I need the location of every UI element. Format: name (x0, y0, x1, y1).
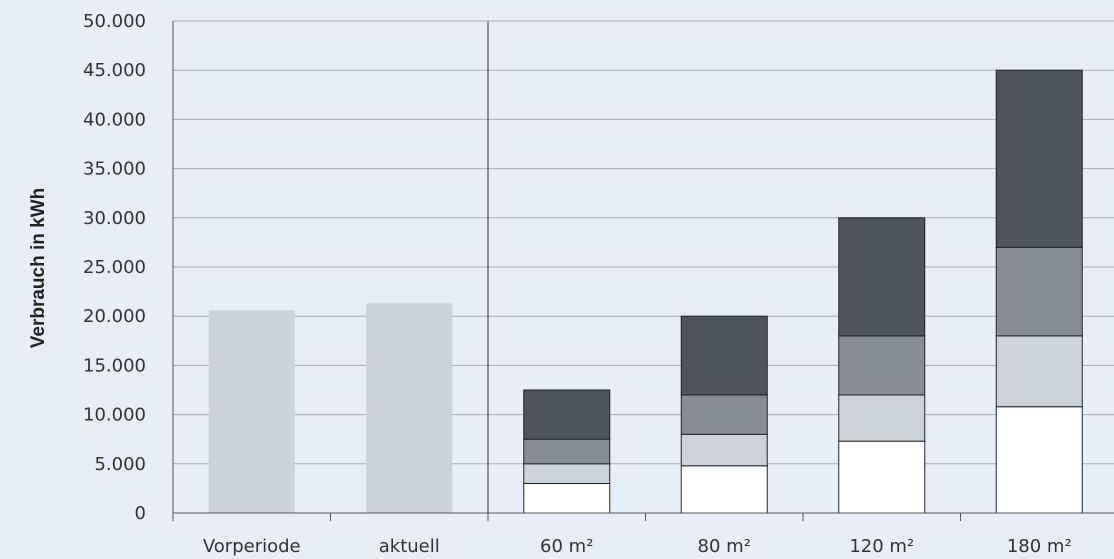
y-tick-label: 40.000 (83, 109, 146, 130)
x-tick-label: 180 m² (1007, 536, 1072, 557)
stacked-segment-3 (838, 335, 926, 396)
y-tick-label: 30.000 (83, 208, 146, 229)
y-tick-label: 15.000 (83, 355, 146, 376)
stacked-segment-4 (523, 389, 611, 440)
y-tick-label: 50.000 (83, 11, 146, 32)
y-axis-tick-labels: 0 5.000 10.000 15.000 20.000 25.000 30.000 35.0… (83, 11, 146, 524)
stacked-segment-1 (523, 482, 611, 514)
stacked-segment-4 (995, 69, 1083, 248)
stacked-segment-3 (995, 246, 1083, 337)
y-tick-label: 10.000 (83, 405, 146, 426)
axes (172, 21, 1114, 521)
stacked-segment-2 (523, 463, 611, 484)
stacked-segment-2 (838, 394, 926, 442)
bar-aktuell (366, 303, 453, 513)
y-tick-label: 0 (135, 503, 146, 524)
x-tick-label: aktuell (379, 536, 440, 557)
bar-vorperiode (208, 310, 295, 513)
stacked-segment-3 (523, 438, 611, 465)
stacked-segment-2 (995, 335, 1083, 408)
gridlines (173, 20, 1114, 465)
x-tick-label: 120 m² (849, 536, 914, 557)
stacked-segment-3 (680, 394, 768, 435)
stacked-segment-1 (995, 406, 1083, 514)
y-tick-label: 20.000 (83, 306, 146, 327)
stacked-segment-4 (680, 315, 768, 396)
stacked-segment-1 (838, 440, 926, 514)
x-axis-tick-labels: Vorperiode aktuell 60 m² 80 m² 120 m² 180 m² (203, 536, 1072, 557)
y-tick-label: 5.000 (94, 454, 146, 475)
stacked-segment-1 (680, 465, 768, 514)
x-tick-label: 80 m² (698, 536, 751, 557)
y-tick-label: 25.000 (83, 257, 146, 278)
x-tick-label: 60 m² (540, 536, 593, 557)
x-tick-label: Vorperiode (203, 536, 301, 557)
y-axis-title: Verbrauch in kWh (28, 188, 49, 348)
stacked-segment-4 (838, 217, 926, 337)
y-tick-label: 45.000 (83, 60, 146, 81)
bars (208, 69, 1083, 514)
y-tick-label: 35.000 (83, 159, 146, 180)
stacked-segment-2 (680, 433, 768, 467)
